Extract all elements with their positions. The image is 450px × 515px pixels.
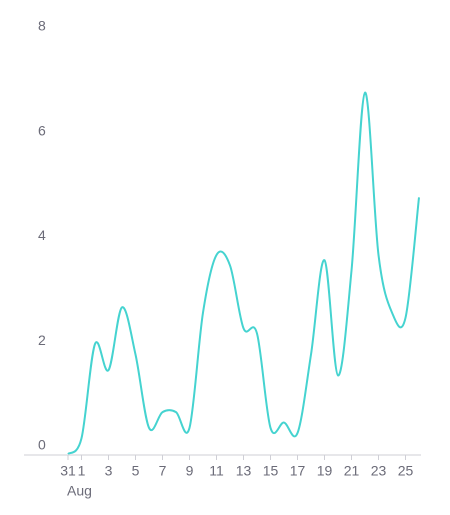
x-month-label: Aug: [67, 483, 92, 499]
x-tick-label: 9: [186, 463, 194, 479]
y-tick-label: 6: [38, 122, 46, 138]
y-tick-label: 0: [38, 437, 46, 453]
x-tick-label: 15: [263, 463, 279, 479]
x-tick-label: 31: [60, 463, 76, 479]
x-tick-label: 25: [398, 463, 414, 479]
x-tick-label: 3: [105, 463, 113, 479]
x-tick-label: 13: [236, 463, 252, 479]
x-tick-label: 19: [317, 463, 333, 479]
x-tick-label: 17: [290, 463, 306, 479]
y-tick-label: 4: [38, 227, 46, 243]
x-tick-label: 1: [78, 463, 86, 479]
x-tick-label: 23: [371, 463, 387, 479]
x-tick-label: 5: [132, 463, 140, 479]
y-tick-label: 8: [38, 18, 46, 34]
x-tick-label: 7: [159, 463, 167, 479]
line: [67, 91, 420, 455]
x-tick-label: 11: [209, 463, 224, 479]
x-tick-label: 21: [344, 463, 360, 479]
y-tick-label: 2: [38, 332, 46, 348]
